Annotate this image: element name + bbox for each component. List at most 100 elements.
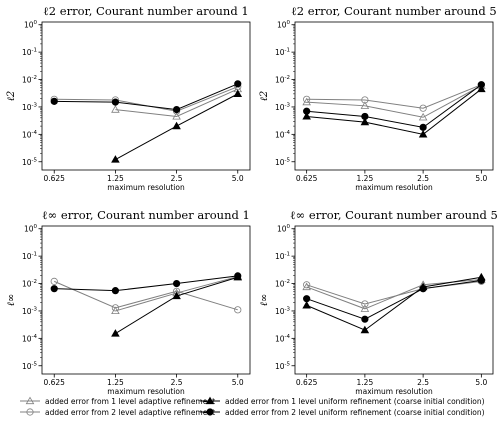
y-tick-label: 10-5 xyxy=(22,157,38,167)
x-tick-label: 5.0 xyxy=(232,174,244,183)
y-tick-label: 10-1 xyxy=(22,252,37,262)
chart-title: ℓ2 error, Courant number around 1 xyxy=(43,4,248,18)
data-point xyxy=(172,106,181,114)
legend-entry: added error from 2 level adaptive refine… xyxy=(20,408,215,417)
legend-marker xyxy=(25,396,35,405)
data-point xyxy=(477,84,486,93)
x-tick-label: 0.625 xyxy=(43,378,65,387)
data-point xyxy=(111,329,120,337)
series-line xyxy=(54,275,238,292)
x-tick-label: 2.5 xyxy=(171,378,183,387)
series-line xyxy=(306,88,482,135)
x-tick-label: 5.0 xyxy=(475,378,487,387)
chart-panel-3: ℓ∞ error, Courant number around 1 ℓ∞ maxim… xyxy=(6,208,251,396)
plot-area xyxy=(294,225,494,375)
legend-marker xyxy=(205,396,215,405)
x-tick-label: 1.25 xyxy=(357,378,374,387)
data-point xyxy=(360,101,370,109)
y-tick-label: 10-4 xyxy=(22,334,38,344)
x-axis-label: maximum resolution xyxy=(107,183,185,192)
y-tick-label: 100 xyxy=(277,224,291,234)
chart-title: ℓ∞ error, Courant number around 5 xyxy=(290,208,498,222)
chart-title: ℓ2 error, Courant number around 5 xyxy=(291,4,496,18)
y-tick-label: 10-4 xyxy=(275,130,291,140)
y-tick-label: 10-3 xyxy=(22,306,38,316)
legend-entry: added error from 1 level adaptive refine… xyxy=(20,396,215,406)
data-point xyxy=(233,89,243,97)
chart-title: ℓ∞ error, Courant number around 1 xyxy=(42,208,250,222)
y-axis-label: ℓ∞ xyxy=(259,294,270,307)
y-tick-label: 10-3 xyxy=(22,102,38,112)
data-point xyxy=(111,105,120,113)
data-point xyxy=(418,112,428,121)
data-point xyxy=(303,295,311,303)
series-line xyxy=(306,84,482,109)
y-axis-label: ℓ2 xyxy=(6,91,17,102)
x-axis-label: maximum resolution xyxy=(107,387,185,396)
data-point xyxy=(419,285,427,293)
data-point xyxy=(111,287,120,295)
data-point xyxy=(477,81,485,89)
y-tick-label: 100 xyxy=(24,224,38,234)
data-point xyxy=(302,112,311,120)
data-point xyxy=(303,95,311,103)
data-point xyxy=(302,282,311,291)
series-line xyxy=(306,276,482,331)
data-point xyxy=(172,291,181,300)
data-point xyxy=(111,155,120,163)
y-tick-label: 10-3 xyxy=(275,102,291,112)
data-point xyxy=(50,285,58,293)
data-point xyxy=(234,306,242,314)
x-tick-label: 0.625 xyxy=(296,378,318,387)
data-point xyxy=(477,276,485,285)
y-tick-label: 10-1 xyxy=(275,48,290,58)
x-tick-label: 2.5 xyxy=(417,174,429,183)
data-point xyxy=(361,300,369,308)
series-line xyxy=(306,279,482,320)
y-tick-label: 10-2 xyxy=(275,279,290,289)
series-3 xyxy=(302,84,486,138)
data-point xyxy=(361,96,369,104)
data-point xyxy=(360,117,370,126)
y-tick-label: 100 xyxy=(277,20,291,30)
series-line xyxy=(115,88,238,117)
data-point xyxy=(111,98,120,106)
series-line xyxy=(306,85,482,118)
x-tick-label: 0.625 xyxy=(296,174,318,183)
series-line xyxy=(54,280,238,311)
y-tick-label: 10-1 xyxy=(275,252,290,262)
data-point xyxy=(360,325,370,334)
series-line xyxy=(306,84,482,128)
x-tick-label: 5.0 xyxy=(232,378,244,387)
plot-area xyxy=(41,21,251,171)
data-point xyxy=(172,112,181,120)
data-point xyxy=(418,129,428,138)
data-point xyxy=(234,272,242,280)
series-3 xyxy=(111,89,243,163)
series-4 xyxy=(50,80,242,114)
data-point xyxy=(361,315,369,323)
series-4 xyxy=(303,276,485,323)
series-2 xyxy=(303,81,485,112)
x-tick-label: 5.0 xyxy=(475,174,487,183)
chart-panel-1: ℓ2 error, Courant number around 1 ℓ2 maxim… xyxy=(6,4,251,192)
data-point xyxy=(172,121,181,130)
legend-marker xyxy=(26,408,34,416)
y-axis-label: ℓ∞ xyxy=(6,294,17,307)
data-point xyxy=(360,304,370,312)
data-point xyxy=(302,300,311,309)
chart-panel-2: ℓ2 error, Courant number around 5 ℓ2 maxim… xyxy=(259,4,497,192)
y-tick-label: 10-5 xyxy=(275,361,291,371)
x-tick-label: 2.5 xyxy=(171,174,183,183)
data-point xyxy=(234,80,242,88)
data-point xyxy=(50,277,58,285)
x-tick-label: 0.625 xyxy=(43,174,65,183)
x-tick-label: 1.25 xyxy=(107,174,124,183)
data-point xyxy=(303,107,311,115)
chart-panel-4: ℓ∞ error, Courant number around 5 ℓ∞ maxim… xyxy=(259,208,498,396)
legend-entry: added error from 2 level uniform refinem… xyxy=(200,408,485,417)
y-tick-label: 10-4 xyxy=(275,334,291,344)
legend-label: added error from 2 level adaptive refine… xyxy=(45,408,215,417)
x-tick-label: 2.5 xyxy=(417,378,429,387)
